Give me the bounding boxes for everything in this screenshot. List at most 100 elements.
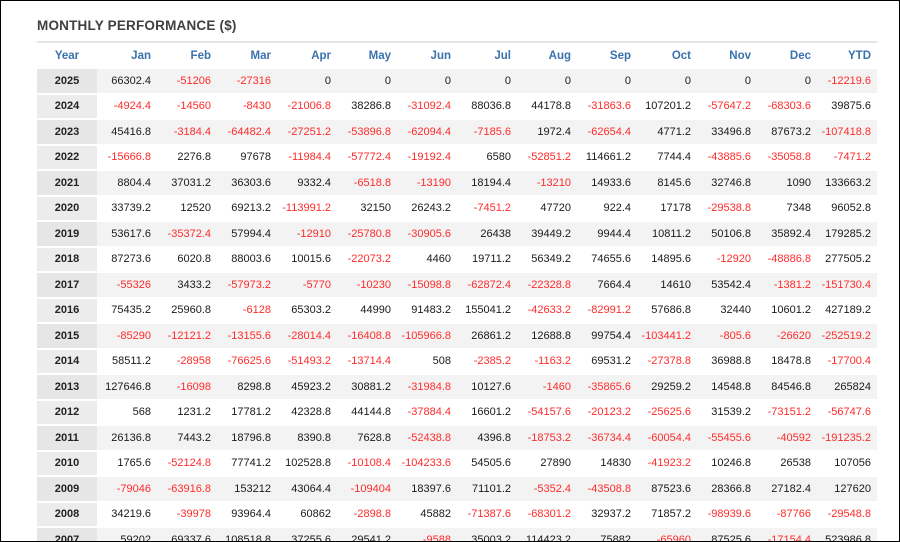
value-cell-jan: 75435.2 xyxy=(97,296,157,323)
value-cell-nov: -805.6 xyxy=(697,322,757,349)
value-cell-apr: 102528.8 xyxy=(277,449,337,476)
value-cell-dec: 87673.2 xyxy=(757,118,817,145)
value-cell-feb: 25960.8 xyxy=(157,296,217,323)
value-cell-oct: 14895.6 xyxy=(637,245,697,272)
year-cell: 2009 xyxy=(37,475,97,502)
value-cell-jul: 35003.2 xyxy=(457,526,517,541)
column-header-oct: Oct xyxy=(637,44,697,69)
year-cell: 2013 xyxy=(37,373,97,400)
value-cell-apr: -5770 xyxy=(277,271,337,298)
value-cell-oct: -27378.8 xyxy=(637,347,697,374)
value-cell-mar: 57994.4 xyxy=(217,220,277,247)
value-cell-dec: 18478.8 xyxy=(757,347,817,374)
year-cell: 2017 xyxy=(37,271,97,298)
title-divider xyxy=(37,41,877,43)
value-cell-jan: -4924.4 xyxy=(97,92,157,119)
value-cell-jul: 88036.8 xyxy=(457,92,517,119)
value-cell-ytd: -56747.6 xyxy=(817,398,877,425)
year-cell: 2016 xyxy=(37,296,97,323)
value-cell-jun: -13190 xyxy=(397,169,457,196)
value-cell-sep: 922.4 xyxy=(577,194,637,221)
value-cell-dec: 1090 xyxy=(757,169,817,196)
value-cell-mar: -6128 xyxy=(217,296,277,323)
value-cell-oct: 10811.2 xyxy=(637,220,697,247)
table-row: 2021 8804.4 37031.2 36303.6 9332.4 -6518.8 -13… xyxy=(37,169,877,196)
value-cell-jan: 568 xyxy=(97,398,157,425)
value-cell-feb: 3433.2 xyxy=(157,271,217,298)
value-cell-feb: -3184.4 xyxy=(157,118,217,145)
value-cell-aug: 0 xyxy=(517,67,577,94)
table-row: 2011 26136.8 7443.2 18796.8 8390.8 7628.8 -524… xyxy=(37,424,877,451)
value-cell-aug: -5352.4 xyxy=(517,475,577,502)
column-header-ytd: YTD xyxy=(817,44,877,69)
value-cell-jul: 16601.2 xyxy=(457,398,517,425)
value-cell-may: -22073.2 xyxy=(337,245,397,272)
value-cell-mar: 153212 xyxy=(217,475,277,502)
value-cell-jan: 66302.4 xyxy=(97,67,157,94)
value-cell-oct: 17178 xyxy=(637,194,697,221)
value-cell-apr: 43064.4 xyxy=(277,475,337,502)
value-cell-feb: -51206 xyxy=(157,67,217,94)
value-cell-may: 7628.8 xyxy=(337,424,397,451)
value-cell-feb: -14560 xyxy=(157,92,217,119)
column-header-apr: Apr xyxy=(277,44,337,69)
value-cell-feb: -16098 xyxy=(157,373,217,400)
value-cell-jan: 8804.4 xyxy=(97,169,157,196)
value-cell-sep: -82991.2 xyxy=(577,296,637,323)
value-cell-sep: -31863.6 xyxy=(577,92,637,119)
column-header-may: May xyxy=(337,44,397,69)
value-cell-jul: 4396.8 xyxy=(457,424,517,451)
value-cell-ytd: 265824 xyxy=(817,373,877,400)
value-cell-ytd: 107056 xyxy=(817,449,877,476)
value-cell-jan: -79046 xyxy=(97,475,157,502)
value-cell-oct: -41923.2 xyxy=(637,449,697,476)
value-cell-ytd: 427189.2 xyxy=(817,296,877,323)
column-header-jan: Jan xyxy=(97,44,157,69)
value-cell-oct: 29259.2 xyxy=(637,373,697,400)
table-row: 2008 34219.6 -39978 93964.4 60862 -2898.8 4588… xyxy=(37,500,877,527)
value-cell-apr: -113991.2 xyxy=(277,194,337,221)
value-cell-mar: 77741.2 xyxy=(217,449,277,476)
value-cell-nov: 32746.8 xyxy=(697,169,757,196)
value-cell-apr: 10015.6 xyxy=(277,245,337,272)
year-cell: 2015 xyxy=(37,322,97,349)
value-cell-jul: 18194.4 xyxy=(457,169,517,196)
value-cell-oct: 8145.6 xyxy=(637,169,697,196)
table-row: 2010 1765.6 -52124.8 77741.2 102528.8 -10108.… xyxy=(37,449,877,476)
table-body: 2025 66302.4 -51206 -27316 0 0 0 0 0 0 0 0 0 -12219.6… xyxy=(37,67,877,541)
value-cell-jul: -62872.4 xyxy=(457,271,517,298)
value-cell-jun: -30905.6 xyxy=(397,220,457,247)
value-cell-jul: 0 xyxy=(457,67,517,94)
value-cell-sep: 99754.4 xyxy=(577,322,637,349)
value-cell-oct: -65960 xyxy=(637,526,697,541)
value-cell-ytd: -191235.2 xyxy=(817,424,877,451)
table-row: 2014 58511.2 -28958 -76625.6 -51493.2 -13714.… xyxy=(37,347,877,374)
value-cell-jan: 59202 xyxy=(97,526,157,541)
value-cell-may: 29541.2 xyxy=(337,526,397,541)
value-cell-jan: 53617.6 xyxy=(97,220,157,247)
value-cell-dec: -17154.4 xyxy=(757,526,817,541)
year-cell: 2024 xyxy=(37,92,97,119)
value-cell-oct: 14610 xyxy=(637,271,697,298)
value-cell-apr: -51493.2 xyxy=(277,347,337,374)
table-row: 2018 87273.6 6020.8 88003.6 10015.6 -22073.2 4… xyxy=(37,245,877,272)
value-cell-jun: 91483.2 xyxy=(397,296,457,323)
value-cell-may: 38286.8 xyxy=(337,92,397,119)
value-cell-dec: 35892.4 xyxy=(757,220,817,247)
value-cell-oct: 87523.6 xyxy=(637,475,697,502)
value-cell-nov: 53542.4 xyxy=(697,271,757,298)
header-row: Year Jan Feb Mar Apr May Jun Jul Aug Sep Oct Nov Dec… xyxy=(37,44,877,69)
value-cell-oct: -25625.6 xyxy=(637,398,697,425)
value-cell-sep: 114661.2 xyxy=(577,143,637,170)
value-cell-jun: -62094.4 xyxy=(397,118,457,145)
value-cell-may: 30881.2 xyxy=(337,373,397,400)
value-cell-ytd: 96052.8 xyxy=(817,194,877,221)
value-cell-may: -16408.8 xyxy=(337,322,397,349)
value-cell-feb: 37031.2 xyxy=(157,169,217,196)
value-cell-nov: -55455.6 xyxy=(697,424,757,451)
value-cell-jan: 26136.8 xyxy=(97,424,157,451)
value-cell-ytd: 39875.6 xyxy=(817,92,877,119)
value-cell-ytd: 179285.2 xyxy=(817,220,877,247)
value-cell-ytd: -12219.6 xyxy=(817,67,877,94)
value-cell-jul: 26438 xyxy=(457,220,517,247)
